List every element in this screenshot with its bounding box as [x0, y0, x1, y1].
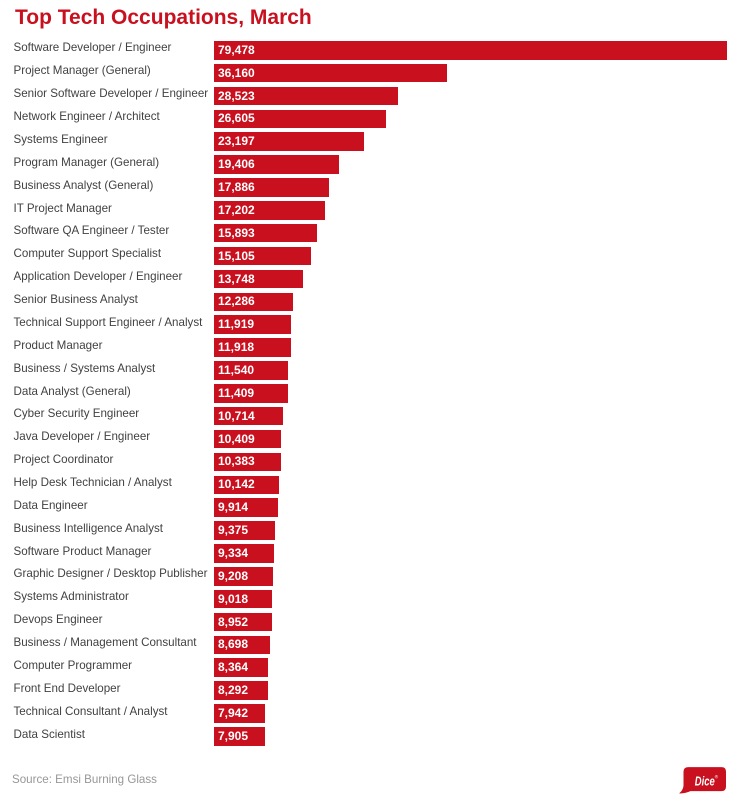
svg-text:Dice: Dice — [695, 774, 715, 788]
svg-text:®: ® — [715, 773, 719, 779]
